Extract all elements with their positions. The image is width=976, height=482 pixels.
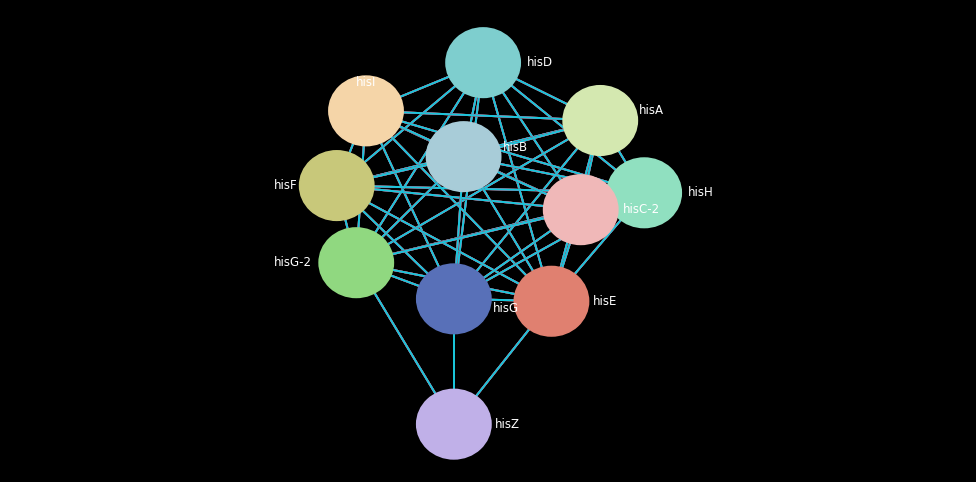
Ellipse shape (544, 175, 618, 244)
Text: hisF: hisF (274, 179, 298, 192)
Text: hisC-2: hisC-2 (623, 203, 660, 216)
Ellipse shape (514, 267, 589, 336)
Text: hisG-2: hisG-2 (274, 256, 312, 269)
Ellipse shape (319, 228, 393, 297)
Ellipse shape (563, 86, 637, 155)
Text: hisG: hisG (493, 302, 519, 315)
Ellipse shape (417, 264, 491, 334)
Text: hisE: hisE (592, 295, 617, 308)
Ellipse shape (300, 151, 374, 220)
Ellipse shape (446, 28, 520, 97)
Text: hisB: hisB (503, 141, 528, 153)
Text: hisH: hisH (688, 187, 713, 199)
Ellipse shape (607, 158, 681, 228)
Text: hisD: hisD (527, 56, 553, 69)
Text: hisI: hisI (356, 76, 376, 89)
Text: hisA: hisA (639, 105, 665, 117)
Text: hisZ: hisZ (495, 418, 520, 430)
Ellipse shape (427, 122, 501, 191)
Ellipse shape (329, 76, 403, 146)
Ellipse shape (417, 389, 491, 459)
